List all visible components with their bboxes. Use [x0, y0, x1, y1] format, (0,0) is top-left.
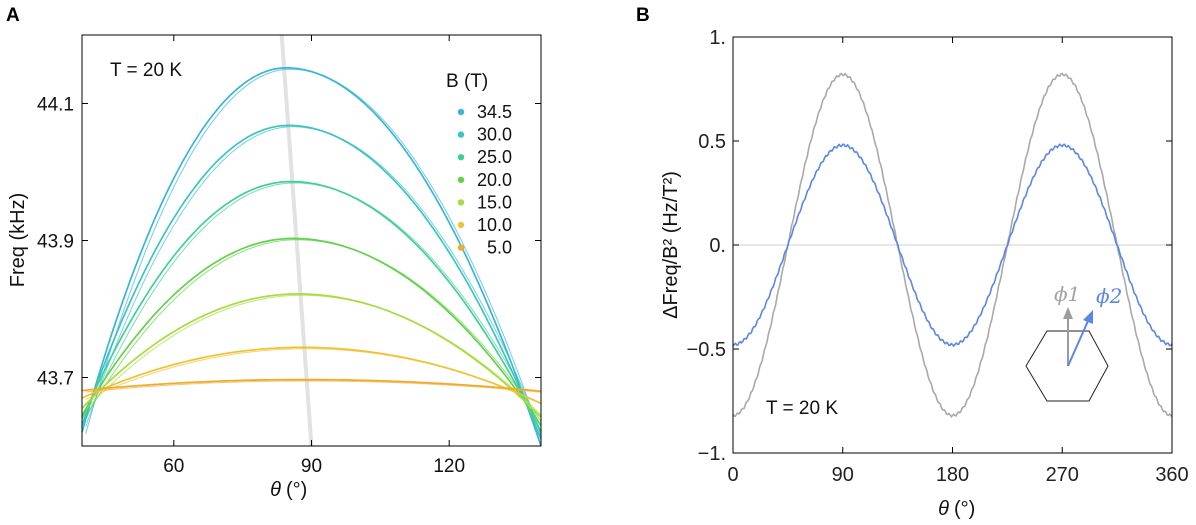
panel-b-letter: B	[636, 5, 650, 26]
x-tick-label: 270	[1046, 464, 1079, 486]
series-fit-line-5.0	[85, 380, 541, 393]
series-line-ϕ1	[732, 72, 1173, 418]
legend-label-5.0: 5.0	[487, 238, 512, 258]
phi2-label: ϕ2	[1096, 284, 1122, 308]
legend: 34.5 30.025.0 20.015.0 10.0 5.0	[457, 102, 512, 258]
series-group	[732, 72, 1173, 418]
x-tick-label: 120	[433, 456, 465, 477]
legend-label-25.0: 25.0	[477, 147, 512, 167]
y-tick-label: 44.1	[37, 95, 74, 116]
phi1-label: ϕ1	[1054, 282, 1080, 306]
legend-marker	[457, 221, 465, 229]
x-axis-unit: (°)	[286, 479, 307, 501]
y-tick-label: 0.	[709, 235, 726, 257]
guide-line	[279, 35, 314, 446]
phi1-arrowhead-icon	[1063, 307, 1073, 319]
legend-marker	[457, 131, 465, 138]
y-axis-label: Freq (kHz)	[7, 193, 29, 287]
y-tick-label: −0.5	[687, 339, 726, 361]
legend-marker	[457, 108, 465, 116]
legend-label-20.0: 20.0	[477, 170, 512, 190]
y-tick-label: 43.7	[37, 369, 74, 390]
legend-title: B (T)	[446, 71, 488, 92]
x-tick-label: 0	[727, 464, 738, 486]
legend-marker	[457, 244, 465, 251]
y-tick-label: 0.5	[698, 131, 726, 153]
panel-b: 0 90 180 270 360 −1. −0.5 0. 0.5 1. T = 20 K ϕ1 ϕ…	[660, 27, 1189, 520]
series-line-5.0	[82, 378, 541, 393]
x-tick-label: 360	[1155, 464, 1188, 486]
legend-label-15.0: 15.0	[477, 192, 512, 212]
series-fit-line-15.0	[85, 294, 541, 416]
series-line-25.0	[82, 180, 541, 433]
series-line-20.0	[82, 237, 541, 426]
hexagon-inset: ϕ1 ϕ2	[1025, 282, 1122, 402]
legend-label-30.0: 30.0	[477, 125, 512, 145]
phi2-arrowhead-icon	[1083, 310, 1093, 324]
x-tick-label: 180	[936, 464, 969, 486]
legend-marker	[457, 154, 465, 161]
x-axis-unit: (°)	[954, 498, 975, 520]
temperature-annotation: T = 20 K	[766, 398, 838, 419]
x-axis-label: θ (°)	[938, 498, 975, 520]
y-tick-label: 43.9	[37, 232, 74, 253]
series-fit-line-25.0	[85, 182, 541, 428]
y-tick-label: −1.	[698, 443, 726, 465]
series-line-30.0	[82, 124, 541, 440]
ticks: 60 90 120 43.7 43.9 44.1	[37, 35, 541, 477]
x-axis-symbol: θ	[938, 498, 949, 520]
x-tick-label: 90	[832, 464, 854, 486]
ticks: 0 90 180 270 360 −1. −0.5 0. 0.5 1.	[687, 27, 1189, 486]
x-axis-symbol: θ	[270, 479, 281, 501]
series-fit-line-30.0	[85, 126, 541, 433]
hexagon-icon	[1025, 330, 1109, 402]
series-group	[82, 67, 541, 446]
y-axis-label: ΔFreq/B² (Hz/T²)	[660, 171, 682, 319]
legend-marker	[457, 176, 465, 183]
series-line-ϕ2	[732, 142, 1173, 348]
legend-marker	[457, 199, 465, 206]
y-tick-label: 1.	[709, 27, 726, 49]
series-fit-line-20.0	[85, 239, 541, 423]
temperature-annotation: T = 20 K	[110, 60, 182, 81]
panel-a-letter: A	[6, 5, 20, 26]
legend-label-34.5: 34.5	[477, 102, 512, 122]
series-fit-line-34.5	[85, 68, 541, 439]
x-tick-label: 90	[301, 456, 322, 477]
series-fit-line-10.0	[85, 348, 541, 404]
legend-label-10.0: 10.0	[477, 215, 512, 235]
x-axis-label: θ (°)	[270, 479, 307, 501]
series-line-15.0	[82, 293, 541, 418]
x-tick-label: 60	[163, 456, 184, 477]
phi2-arrow	[1067, 320, 1089, 367]
